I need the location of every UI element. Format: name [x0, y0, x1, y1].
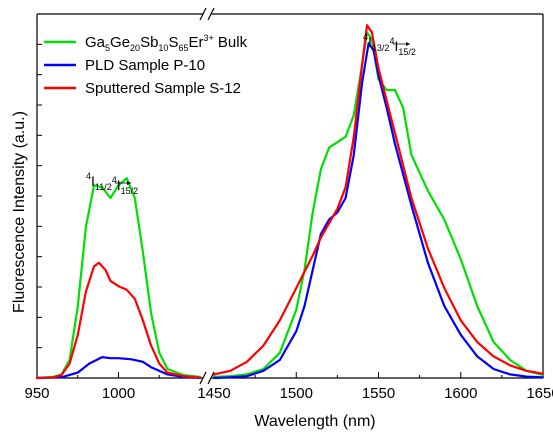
x-tick-label: 950 [24, 385, 49, 402]
series-line-pld-segment-2 [212, 42, 545, 380]
transition-label-left: 4I11/24I15/2 [86, 171, 138, 196]
x-tick-label: 1450 [197, 385, 230, 402]
x-tick-label: 1650 [526, 385, 553, 402]
legend: Ga5Ge20Sb10S65Er3+ Bulk PLD Sample P-10 Sp… [44, 33, 248, 97]
x-axis-title: Wavelength (nm) [254, 413, 375, 430]
series-layer [35, 24, 545, 380]
svg-text:4I13/24I15/2: 4I13/24I15/2 [363, 32, 416, 57]
x-tick-label: 1500 [280, 385, 313, 402]
legend-label-sputtered: Sputtered Sample S-12 [85, 80, 241, 97]
x-tick-label: 1550 [362, 385, 395, 402]
legend-label-pld: PLD Sample P-10 [85, 57, 205, 74]
transition-arrowhead-left [127, 181, 131, 185]
y-axis-title: Fluorescence Intensity (a.u.) [11, 111, 28, 313]
x-tick-label: 1000 [102, 385, 135, 402]
legend-label-bulk: Ga5Ge20Sb10S65Er3+ Bulk [85, 33, 248, 53]
series-line-sputtered-segment-2 [212, 24, 545, 376]
series-line-sputtered-segment-1 [35, 261, 202, 380]
x-tick-label: 1600 [444, 385, 477, 402]
series-line-pld-segment-1 [35, 356, 202, 380]
axis-break-top [199, 7, 215, 21]
transition-label-right: 4I13/24I15/2 [363, 32, 416, 57]
axes: 950 1000 1450 1500 1550 1600 1650 [24, 7, 553, 402]
series-line-bulk-segment-2 [212, 31, 545, 378]
series-line-bulk-segment-1 [35, 177, 202, 380]
svg-text:4I11/24I15/2: 4I11/24I15/2 [86, 171, 138, 196]
transition-arrowhead-right [406, 42, 410, 46]
annotations: 4I11/24I15/2 4I13/24I15/2 [86, 32, 416, 196]
